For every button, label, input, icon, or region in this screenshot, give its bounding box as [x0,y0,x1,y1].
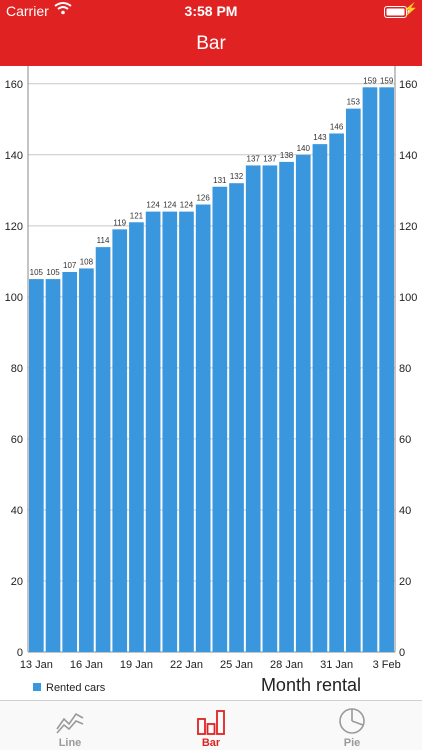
bar[interactable] [95,247,111,653]
battery-icon [384,5,410,21]
bar-value-label: 140 [297,144,311,153]
y-tick-label-left: 120 [5,221,23,233]
bar-value-label: 108 [80,257,94,266]
bar[interactable] [45,279,61,652]
line-chart-icon [56,712,84,734]
bar[interactable] [129,222,144,652]
y-tick-label-right: 0 [399,647,405,659]
y-tick-label-right: 20 [399,576,411,588]
bar-value-label: 138 [280,151,294,160]
bar-value-label: 137 [247,154,261,163]
x-tick-label: 22 Jan [170,659,203,671]
tab-pie[interactable]: Pie [282,701,422,751]
y-tick-label-left: 140 [5,150,23,162]
bar[interactable] [179,211,194,652]
status-time: 3:58 PM [184,3,238,19]
y-tick-label-right: 80 [399,363,411,375]
bar-value-label: 121 [130,211,144,220]
bar[interactable] [312,144,328,652]
y-tick-label-left: 80 [11,363,23,375]
tab-line-label: Line [58,737,82,749]
tab-bar: Line Bar Pie [0,700,422,750]
y-tick-label-right: 120 [399,221,417,233]
x-tick-label: 3 Feb [373,659,401,671]
bar[interactable] [379,87,394,653]
bar[interactable] [279,161,294,652]
y-tick-label-right: 40 [399,505,411,517]
bar-value-label: 114 [97,236,110,245]
bar-value-label: 159 [363,76,377,85]
bar-chart[interactable]: 0 0 20 20 40 40 60 60 80 80 100 100 120 120 140 140 160 1… [0,66,422,698]
x-tick-label: 31 Jan [320,659,353,671]
navigation-bar: Bar [0,22,422,66]
y-tick-label-right: 140 [399,150,417,162]
bar-value-label: 124 [180,201,194,210]
y-tick-label-left: 60 [11,434,23,446]
x-tick-label: 28 Jan [270,659,303,671]
tab-line[interactable]: Line [0,701,140,751]
x-tick-label: 13 Jan [20,659,53,671]
y-tick-label-left: 20 [11,576,23,588]
legend-label: Rented cars [46,682,106,694]
bar-value-label: 146 [330,122,344,131]
wifi-icon [54,1,72,18]
bar-value-label: 107 [63,261,77,270]
bar[interactable] [195,204,211,652]
bar[interactable] [62,271,78,652]
bar-value-label: 131 [213,176,227,185]
bar-value-label: 119 [113,218,126,227]
bar-value-label: 137 [263,154,277,163]
bar-value-label: 124 [146,201,160,210]
bar[interactable] [245,165,261,652]
y-tick-label-left: 40 [11,505,23,517]
bar[interactable] [112,229,128,652]
bar-chart-canvas[interactable]: 0 0 20 20 40 40 60 60 80 80 100 100 120 120 140 140 160 1… [0,66,422,698]
status-bar: Carrier 3:58 PM ⚡ [0,0,422,22]
pie-chart-icon [339,708,365,734]
bar[interactable] [345,108,361,653]
tab-bar-chart[interactable]: Bar [141,701,281,751]
bar-value-label: 105 [46,268,60,277]
bar[interactable] [145,211,161,652]
bar-value-label: 126 [196,194,210,203]
x-tick-label: 19 Jan [120,659,153,671]
y-tick-label-left: 0 [17,647,23,659]
bar[interactable] [162,211,178,652]
bar-chart-icon [197,710,225,735]
y-tick-label-left: 100 [5,292,23,304]
bar[interactable] [329,133,344,653]
bar[interactable] [295,154,311,652]
bar[interactable] [229,183,244,652]
x-tick-label: 25 Jan [220,659,253,671]
bar[interactable] [262,165,278,652]
bar-value-label: 105 [30,268,44,277]
bar-value-label: 124 [163,201,177,210]
bar[interactable] [79,268,94,652]
y-tick-label-right: 160 [399,79,417,91]
chart-description: Month rental [260,675,361,695]
chart-legend: Rented cars [33,682,105,694]
tab-pie-label: Pie [343,737,361,749]
charging-bolt-icon: ⚡ [403,2,418,16]
bar[interactable] [212,186,228,652]
bar-value-label: 153 [347,98,361,107]
bar-value-label: 132 [230,172,244,181]
x-tick-label: 16 Jan [70,659,103,671]
carrier-label: Carrier [6,3,49,19]
tab-bar-label: Bar [201,737,221,749]
y-tick-label-left: 160 [5,79,23,91]
bar-value-label: 159 [380,76,394,85]
legend-swatch [33,683,41,691]
bar-value-label: 143 [313,133,327,142]
y-tick-label-right: 60 [399,434,411,446]
bar[interactable] [29,279,44,652]
y-tick-label-right: 100 [399,292,417,304]
bar[interactable] [362,87,378,653]
page-title: Bar [196,33,226,54]
